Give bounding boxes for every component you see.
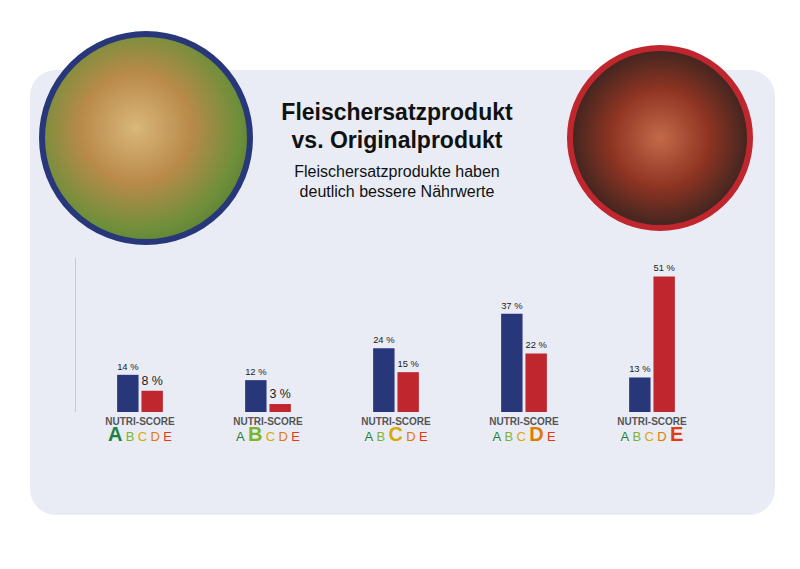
svg-text:14 %: 14 % (117, 362, 138, 372)
svg-text:NUTRI-SCOREA B C D E: NUTRI-SCOREA B C D E (233, 416, 303, 445)
svg-text:51 %: 51 % (653, 263, 674, 273)
svg-text:22 %: 22 % (525, 340, 546, 350)
svg-text:24 %: 24 % (373, 335, 394, 345)
svg-text:12 %: 12 % (245, 367, 266, 377)
svg-text:8 %: 8 % (141, 374, 162, 388)
svg-text:15 %: 15 % (397, 359, 418, 369)
svg-text:NUTRI-SCOREA B C D E: NUTRI-SCOREA B C D E (489, 416, 559, 445)
html-text:Fleischersatzprodukt vs. Origi: Fleischersatzprodukt vs. Originalprodukt (281, 99, 513, 153)
svg-text:NUTRI-SCOREA B C D E: NUTRI-SCOREA B C D E (105, 416, 175, 445)
svg-text:NUTRI-SCOREA B C D E: NUTRI-SCOREA B C D E (361, 416, 431, 445)
svg-text:3 %: 3 % (269, 387, 290, 401)
svg-text:37 %: 37 % (501, 301, 522, 311)
svg-text:13 %: 13 % (629, 364, 650, 374)
svg-text:NUTRI-SCOREA B C D E: NUTRI-SCOREA B C D E (617, 416, 687, 445)
html-text:Fleischersatzprodukte haben de: Fleischersatzprodukte haben deutlich bes… (294, 163, 500, 200)
